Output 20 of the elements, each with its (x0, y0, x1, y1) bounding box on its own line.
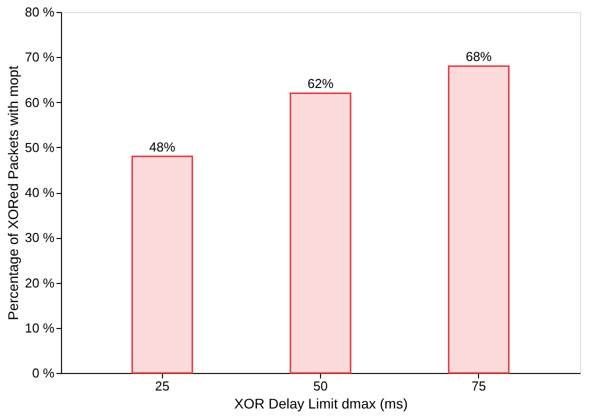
y-tick-label: 0 % (32, 366, 55, 380)
bar (131, 156, 194, 374)
data-label: 62% (307, 76, 334, 92)
data-label: 48% (149, 139, 176, 154)
y-tick-label: 60 % (24, 94, 55, 110)
y-tick-label: 10 % (24, 320, 55, 336)
y-axis-title: Percentage of XORed Packets with mopt (4, 66, 21, 320)
y-tick-label: 30 % (24, 230, 55, 246)
y-tick-label: 40 % (24, 185, 55, 200)
x-tick-label: 75 (471, 378, 486, 394)
y-tick-label: 20 % (24, 275, 55, 290)
bar (290, 92, 352, 374)
y-tick-label: 50 % (24, 140, 55, 155)
x-tick-label: 25 (155, 378, 170, 394)
data-label: 68% (466, 49, 492, 64)
y-tick-label: 80 % (24, 4, 55, 20)
bar (448, 65, 510, 374)
x-axis-title: XOR Delay Limit dmax (ms) (234, 396, 408, 412)
y-tick-label: 70 % (24, 50, 55, 65)
x-tick-label: 50 (313, 378, 328, 394)
